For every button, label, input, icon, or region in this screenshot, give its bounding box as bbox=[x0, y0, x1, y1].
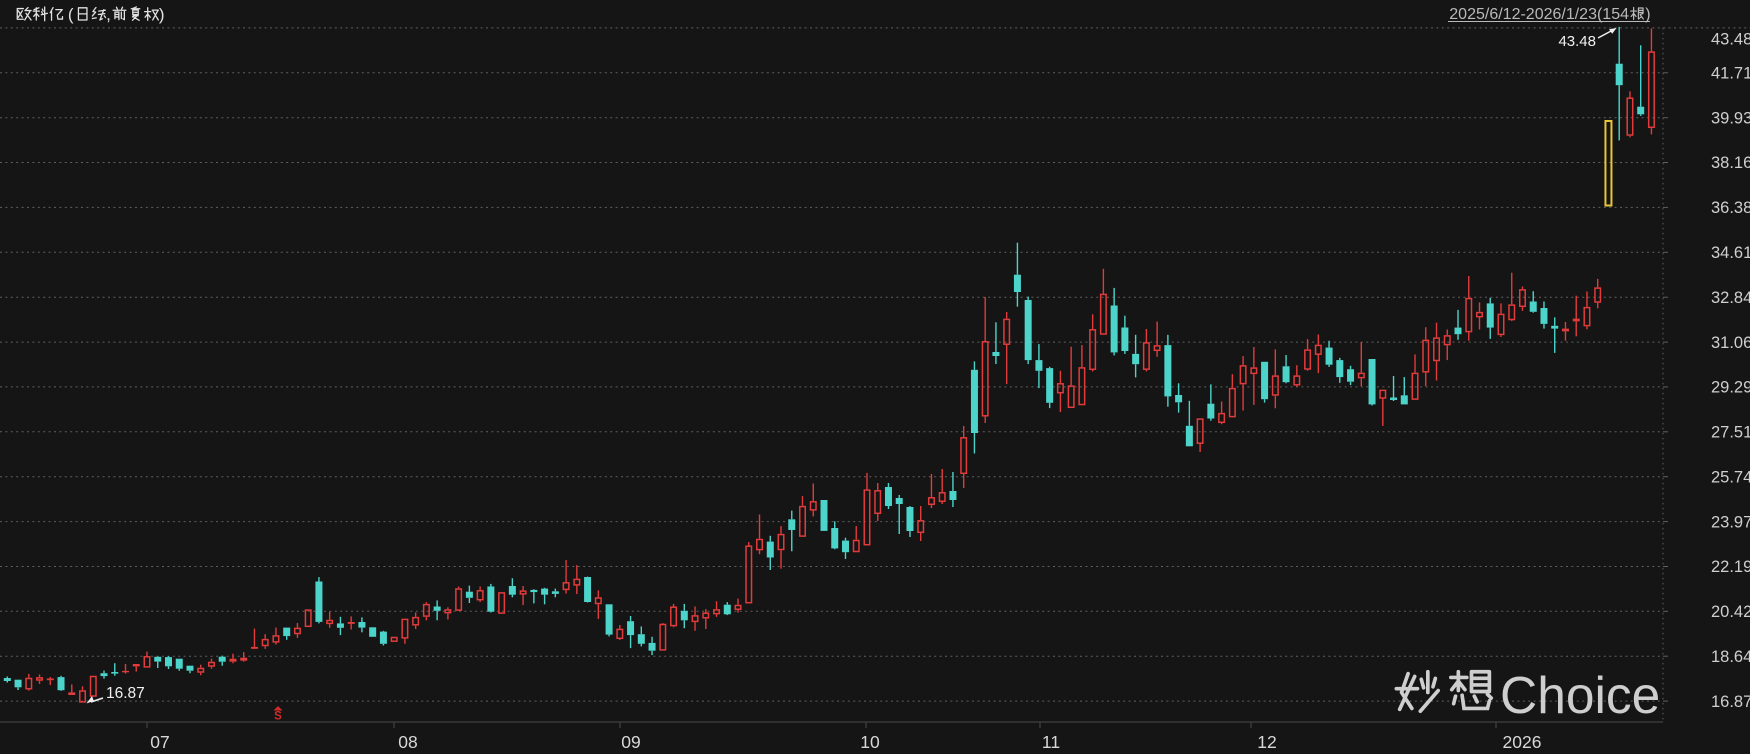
svg-text:07: 07 bbox=[150, 732, 169, 749]
svg-text:22.19: 22.19 bbox=[1711, 558, 1750, 576]
svg-text:Choice: Choice bbox=[1500, 666, 1660, 724]
svg-text:S: S bbox=[274, 711, 282, 723]
svg-text:23.97: 23.97 bbox=[1711, 513, 1750, 531]
svg-text:11: 11 bbox=[1042, 732, 1060, 749]
svg-text:,: , bbox=[106, 5, 111, 24]
svg-text:43.48: 43.48 bbox=[1558, 33, 1596, 50]
svg-text:08: 08 bbox=[398, 732, 417, 749]
svg-text:43.48: 43.48 bbox=[1711, 31, 1750, 49]
svg-text:39.93: 39.93 bbox=[1711, 109, 1750, 127]
svg-text:12: 12 bbox=[1257, 732, 1276, 749]
svg-text:32.84: 32.84 bbox=[1711, 289, 1750, 307]
svg-text:29.29: 29.29 bbox=[1711, 379, 1750, 397]
svg-text:25.74: 25.74 bbox=[1711, 468, 1750, 486]
svg-text:(: ( bbox=[68, 5, 74, 24]
svg-text:18.64: 18.64 bbox=[1711, 648, 1750, 666]
svg-text:): ) bbox=[1645, 6, 1650, 23]
svg-text:16.87: 16.87 bbox=[106, 685, 145, 702]
svg-text:34.61: 34.61 bbox=[1711, 244, 1750, 262]
svg-text:10: 10 bbox=[860, 732, 880, 749]
svg-text:2025/6/12-2026/1/23(154: 2025/6/12-2026/1/23(154 bbox=[1449, 6, 1629, 23]
svg-text:31.06: 31.06 bbox=[1711, 334, 1750, 352]
svg-text:09: 09 bbox=[621, 732, 640, 749]
svg-text:20.42: 20.42 bbox=[1711, 603, 1750, 621]
svg-text:41.71: 41.71 bbox=[1711, 65, 1750, 83]
svg-text:38.16: 38.16 bbox=[1711, 154, 1750, 172]
svg-text:16.87: 16.87 bbox=[1711, 693, 1750, 711]
svg-text:27.51: 27.51 bbox=[1711, 424, 1750, 442]
svg-text:): ) bbox=[159, 5, 165, 24]
svg-text:2026: 2026 bbox=[1503, 732, 1542, 749]
svg-text:36.38: 36.38 bbox=[1711, 199, 1750, 217]
